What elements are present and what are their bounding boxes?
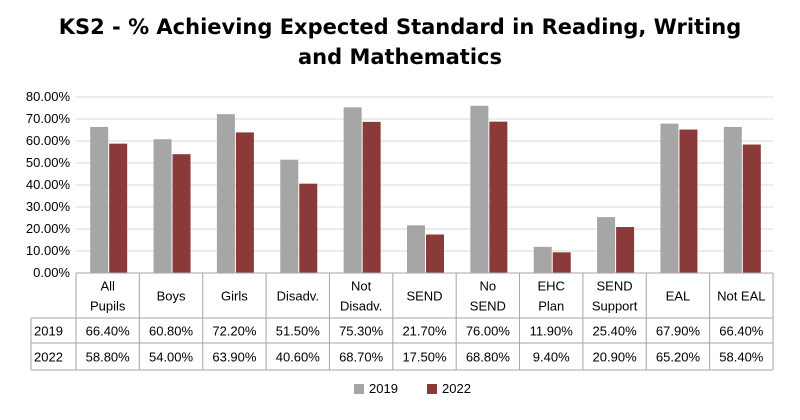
category-label: Girls [221, 289, 248, 304]
data-label: 58.80% [86, 350, 131, 365]
data-label: 20.90% [593, 350, 638, 365]
data-label: 11.90% [530, 324, 574, 339]
category-label: All [100, 279, 115, 294]
y-tick-label: 0.00% [33, 265, 70, 280]
data-label: 40.60% [276, 350, 321, 365]
y-tick-label: 40.00% [26, 177, 71, 192]
table-row-header: 2022 [34, 350, 63, 365]
category-label: SEND [597, 279, 633, 294]
bar-2019 [343, 107, 362, 273]
data-label: 51.50% [276, 324, 321, 339]
bar-2022 [679, 129, 698, 273]
data-label: 17.50% [402, 350, 447, 365]
y-tick-label: 70.00% [26, 111, 71, 126]
category-label: Plan [538, 299, 564, 314]
category-label: EAL [666, 289, 691, 304]
data-label: 75.30% [339, 324, 384, 339]
bar-2022 [299, 183, 318, 273]
category-label: No [480, 279, 497, 294]
category-label: EHC [538, 279, 565, 294]
chart-title: KS2 - % Achieving Expected Standard in R… [0, 12, 800, 72]
category-label: Boys [157, 289, 186, 304]
category-label: SEND [406, 289, 442, 304]
bar-2019 [533, 246, 552, 273]
bar-2022 [362, 121, 381, 273]
category-label: Pupils [90, 299, 126, 314]
data-label: 72.20% [212, 324, 257, 339]
bar-2022 [489, 121, 508, 273]
data-label: 68.80% [466, 350, 511, 365]
bar-2019 [597, 217, 616, 273]
data-label: 63.90% [212, 350, 257, 365]
data-label: 9.40% [533, 350, 570, 365]
data-label: 21.70% [402, 324, 447, 339]
category-label: Disadv. [340, 299, 382, 314]
bar-2019 [723, 126, 742, 273]
data-label: 65.20% [656, 350, 701, 365]
bar-2022 [616, 227, 635, 273]
chart-title-line-2: and Mathematics [297, 45, 502, 69]
category-label: Support [592, 299, 638, 314]
table-row-header: 2019 [34, 324, 63, 339]
category-label: Not [351, 279, 372, 294]
bar-2019 [280, 159, 299, 273]
data-label: 76.00% [466, 324, 511, 339]
bar-2022 [742, 144, 761, 273]
y-tick-label: 10.00% [26, 243, 71, 258]
bar-2019 [216, 114, 235, 273]
bar-2022 [172, 154, 191, 273]
data-label: 68.70% [339, 350, 384, 365]
y-tick-label: 80.00% [26, 89, 71, 104]
bar-2019 [90, 126, 109, 273]
data-label: 60.80% [149, 324, 194, 339]
y-tick-label: 60.00% [26, 133, 71, 148]
data-label: 25.40% [593, 324, 638, 339]
bar-2019 [470, 105, 489, 273]
category-label: Disadv. [277, 289, 319, 304]
category-label: Not EAL [717, 289, 765, 304]
chart-title-line-1: KS2 - % Achieving Expected Standard in R… [58, 15, 742, 39]
bar-2022 [109, 143, 128, 273]
data-label: 66.40% [719, 324, 764, 339]
legend-swatch [427, 384, 437, 394]
y-tick-label: 20.00% [26, 221, 71, 236]
data-label: 58.40% [719, 350, 764, 365]
category-label: SEND [470, 299, 506, 314]
legend-swatch [354, 384, 364, 394]
legend-entry: 2019 [369, 381, 398, 396]
data-label: 54.00% [149, 350, 194, 365]
data-label: 67.90% [656, 324, 701, 339]
bar-2022 [235, 132, 254, 273]
y-tick-label: 50.00% [26, 155, 71, 170]
legend-entry: 2022 [442, 381, 471, 396]
bar-2019 [660, 123, 679, 274]
bar-2022 [426, 234, 444, 273]
y-tick-label: 30.00% [26, 199, 71, 214]
bar-2022 [552, 252, 571, 273]
data-label: 66.40% [86, 324, 131, 339]
bar-2019 [407, 225, 425, 273]
bar-2019 [153, 139, 172, 273]
